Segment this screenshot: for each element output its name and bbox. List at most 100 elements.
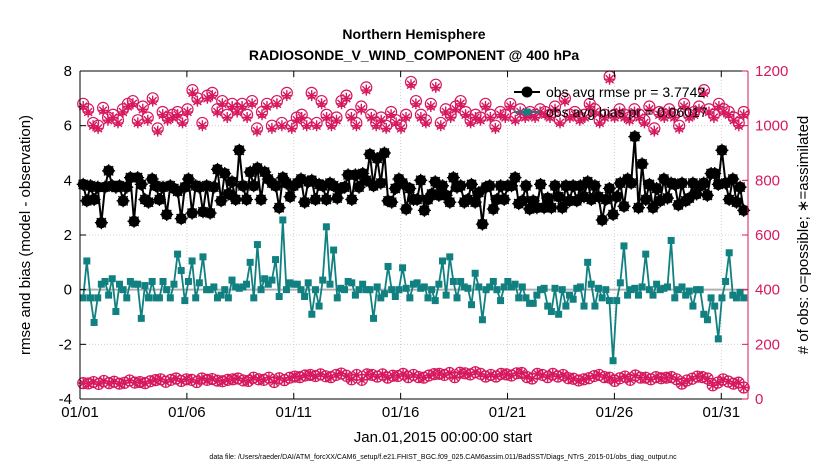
bias-point — [464, 284, 472, 292]
assimilated-count-point — [177, 117, 188, 129]
assimilated-count-point — [82, 106, 94, 118]
assimilated-count-point — [142, 114, 154, 126]
assimilated-count-point — [360, 84, 372, 96]
bias-point — [446, 253, 454, 261]
x-tick-label: 01/01 — [61, 404, 99, 421]
bias-point — [602, 286, 610, 294]
rmse-point-star — [722, 193, 736, 206]
y2-tick-label: 600 — [755, 227, 780, 244]
assimilated-count-point — [87, 120, 99, 132]
bias-point — [380, 290, 388, 298]
bias-point — [402, 284, 410, 292]
rmse-point-star — [613, 176, 627, 190]
bias-point — [736, 288, 744, 296]
bias-point — [409, 280, 417, 288]
bias-point — [482, 286, 490, 294]
assimilated-count-point — [77, 101, 89, 112]
bias-point — [711, 302, 719, 310]
rmse-point-star — [414, 173, 428, 187]
assimilated-count-point — [559, 95, 571, 107]
assimilated-count-point — [420, 117, 432, 129]
bias-point — [471, 269, 479, 277]
bias-point — [645, 286, 653, 294]
assimilated-count-point — [316, 98, 328, 110]
bias-point — [555, 310, 563, 318]
assimilated-count-point — [633, 112, 645, 123]
low-count-assimilated-point — [242, 375, 254, 387]
rmse-point-star — [236, 179, 250, 193]
y2-tick-label: 200 — [755, 336, 780, 353]
rmse-point-star — [432, 188, 446, 202]
bias-point — [359, 280, 367, 288]
assimilated-count-point — [147, 95, 159, 107]
x-tick-label: 01/06 — [168, 404, 206, 421]
assimilated-count-point — [350, 120, 362, 132]
assimilated-count-point — [231, 106, 243, 118]
bias-point — [326, 280, 334, 288]
rmse-point-star — [352, 180, 366, 194]
bias-point — [174, 250, 182, 258]
bias-point — [177, 267, 185, 275]
rmse-point-star — [671, 198, 685, 212]
bias-point — [192, 294, 200, 302]
x-tick-label: 01/11 — [276, 404, 312, 421]
assimilated-count-point — [589, 106, 601, 118]
rmse-point-star — [116, 194, 130, 208]
assimilated-count-point — [92, 122, 104, 134]
rmse-point-star — [225, 175, 239, 189]
assimilated-count-point — [221, 112, 233, 123]
assimilated-count-point — [152, 125, 164, 137]
assimilated-count-point — [117, 106, 129, 118]
rmse-point-star — [345, 193, 359, 206]
rmse-point-star — [113, 179, 126, 193]
rmse-point-star — [475, 217, 489, 231]
rmse-point-star — [526, 194, 540, 208]
bias-point — [696, 286, 704, 294]
bias-point — [282, 286, 290, 294]
bias-point — [529, 299, 537, 307]
bias-point — [105, 291, 113, 299]
bias-point — [685, 287, 693, 295]
bias-point — [391, 293, 399, 300]
y-tick-label: -2 — [59, 336, 72, 353]
bias-point — [435, 280, 443, 288]
bias-point — [497, 297, 505, 305]
assimilated-count-point — [182, 106, 193, 118]
bias-point — [137, 314, 145, 322]
rmse-point-star — [642, 177, 656, 191]
assimilated-count-point — [410, 98, 422, 110]
rmse-point-star — [385, 195, 399, 209]
assimilated-count-point — [678, 101, 690, 112]
rmse-point-star — [552, 190, 566, 204]
bias-point — [155, 294, 163, 302]
rmse-point-star — [632, 201, 645, 215]
rmse-point-star — [363, 147, 377, 161]
rmse-point-star — [341, 168, 355, 182]
assimilated-count-point — [569, 109, 581, 121]
rmse-point-star — [428, 175, 442, 189]
rmse-point-star — [563, 194, 576, 208]
bias-point — [627, 286, 635, 294]
rmse-point-star — [682, 191, 696, 205]
rmse-point-star — [715, 143, 729, 157]
assimilated-count-point — [167, 112, 179, 123]
bias-point — [261, 275, 269, 283]
rmse-point-star — [76, 177, 90, 191]
bias-point — [740, 294, 748, 302]
bias-point — [166, 294, 174, 302]
bias-point — [184, 277, 192, 285]
bias-point — [522, 294, 530, 302]
bias-point — [341, 286, 349, 294]
low-count-assimilated-point — [557, 369, 569, 381]
rmse-point-star — [134, 177, 148, 191]
bias-point — [674, 286, 682, 294]
assimilated-count-point — [246, 98, 258, 110]
rmse-point-star — [566, 179, 580, 193]
assimilated-count-point — [465, 117, 477, 129]
rmse-point-star — [309, 193, 322, 206]
low-count-assimilated-point — [377, 368, 388, 380]
assimilated-count-point — [619, 112, 630, 123]
bias-point — [293, 280, 301, 288]
assimilated-count-point — [271, 98, 283, 110]
bias-point — [115, 280, 123, 288]
